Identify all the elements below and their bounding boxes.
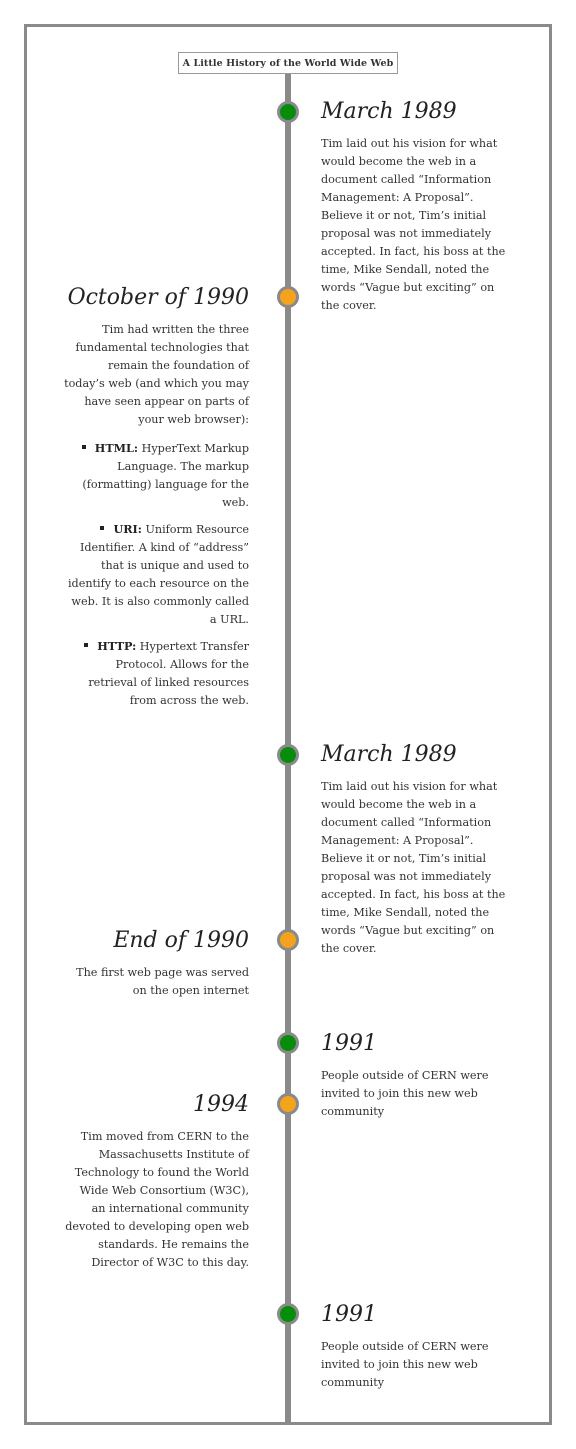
- timeline-event: 1991 People outside of CERN were invited…: [321, 1031, 506, 1121]
- list-item: URI: Uniform Resource Identifier. A kind…: [64, 520, 249, 629]
- event-description: Tim moved from CERN to the Massachusetts…: [65, 1130, 249, 1269]
- list-item: HTTP: Hypertext Transfer Protocol. Allow…: [64, 637, 249, 710]
- event-date: End of 1990: [113, 928, 249, 953]
- event-description: Tim had written the three fundamental te…: [64, 323, 249, 426]
- page-title: A Little History of the World Wide Web: [178, 52, 398, 74]
- event-date: March 1989: [321, 99, 457, 124]
- event-description: People outside of CERN were invited to j…: [321, 1069, 489, 1118]
- timeline-marker-green: [277, 1303, 299, 1325]
- term-description: Hypertext Transfer Protocol. Allows for …: [88, 640, 249, 707]
- timeline-event: March 1989 Tim laid out his vision for w…: [321, 99, 506, 315]
- term-description: Uniform Resource Identifier. A kind of “…: [67, 523, 249, 626]
- bullet-icon: [84, 643, 89, 647]
- timeline-marker-green: [277, 101, 299, 123]
- event-date: March 1989: [321, 742, 457, 767]
- timeline-event: October of 1990 Tim had written the thre…: [64, 285, 249, 718]
- term-description: HyperText Markup Language. The markup (f…: [82, 442, 249, 509]
- event-date: 1991: [321, 1302, 377, 1327]
- timeline-event: March 1989 Tim laid out his vision for w…: [321, 742, 506, 958]
- timeline-marker-orange: [277, 929, 299, 951]
- event-description: The first web page was served on the ope…: [76, 966, 249, 997]
- term-label: URI:: [113, 522, 142, 536]
- term-label: HTTP:: [97, 639, 137, 653]
- timeline-marker-orange: [277, 286, 299, 308]
- timeline-marker-orange: [277, 1093, 299, 1115]
- bullet-icon: [100, 526, 105, 530]
- timeline-event: 1991 People outside of CERN were invited…: [321, 1302, 506, 1392]
- technology-list: HTML: HyperText Markup Language. The mar…: [64, 439, 249, 710]
- list-item: HTML: HyperText Markup Language. The mar…: [64, 439, 249, 512]
- event-date: 1991: [321, 1031, 377, 1056]
- event-description: Tim laid out his vision for what would b…: [321, 137, 506, 312]
- timeline-event: 1994 Tim moved from CERN to the Massachu…: [64, 1092, 249, 1272]
- timeline-marker-green: [277, 744, 299, 766]
- term-label: HTML:: [94, 441, 139, 455]
- event-description: Tim laid out his vision for what would b…: [321, 780, 506, 955]
- event-date: 1994: [193, 1092, 249, 1117]
- event-description: People outside of CERN were invited to j…: [321, 1340, 489, 1389]
- event-date: October of 1990: [67, 285, 249, 310]
- timeline-marker-green: [277, 1032, 299, 1054]
- timeline-event: End of 1990 The first web page was serve…: [64, 928, 249, 1000]
- bullet-icon: [81, 445, 86, 449]
